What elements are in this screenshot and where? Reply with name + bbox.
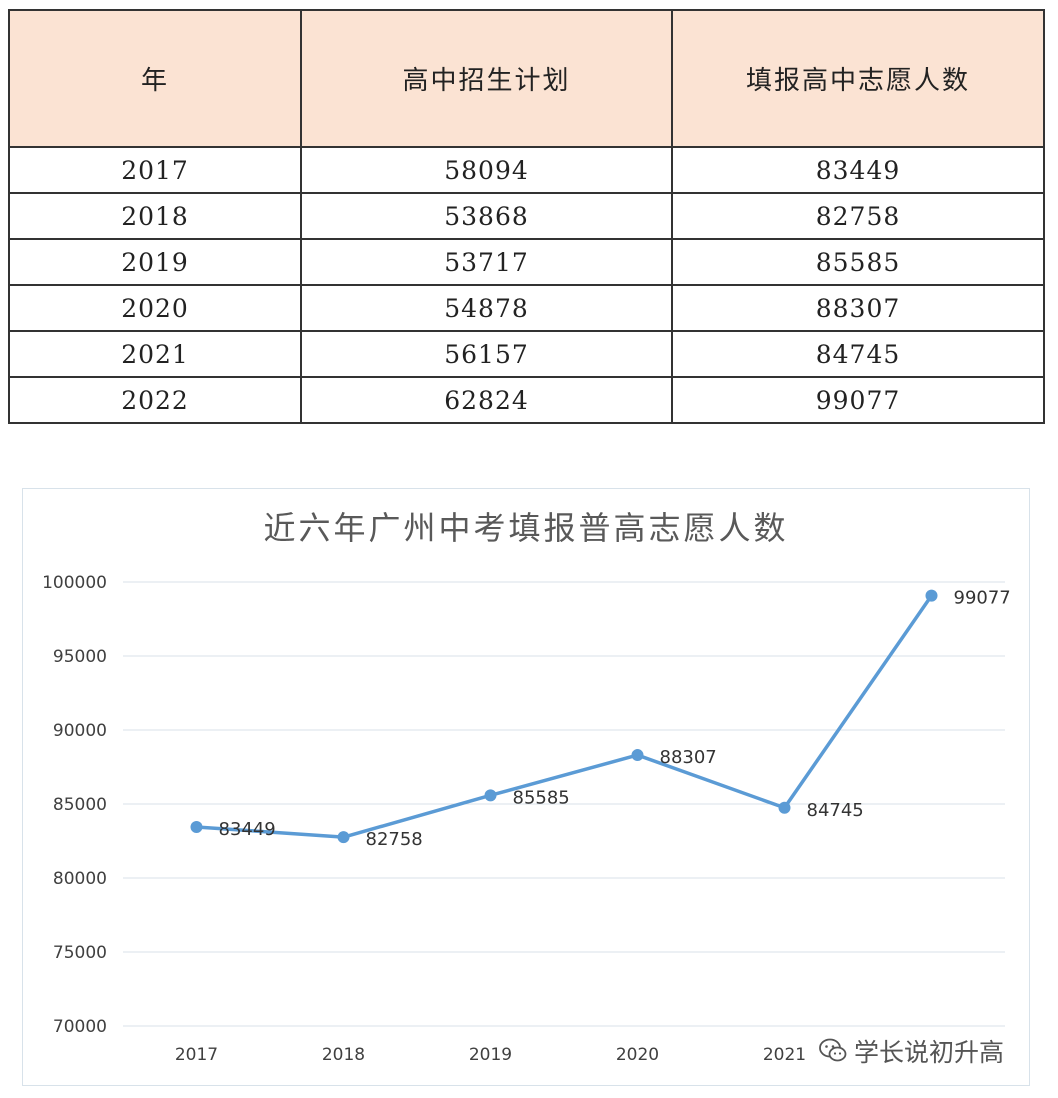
- watermark-text: 学长说初升高: [854, 1038, 1005, 1067]
- y-tick-label: 80000: [53, 869, 107, 889]
- cell-plan: 53717: [300, 238, 673, 286]
- cell-applicants: 84745: [671, 330, 1045, 378]
- table-row: 2017 58094 83449: [8, 146, 1045, 194]
- data-label: 82758: [366, 829, 423, 850]
- data-labels: 83449 82758 85585 88307 84745 99077: [219, 588, 1011, 851]
- table-row: 2018 53868 82758: [8, 192, 1045, 240]
- data-point: [484, 789, 497, 802]
- cell-applicants: 83449: [671, 146, 1045, 194]
- x-tick-label: 2020: [616, 1045, 659, 1065]
- x-tick-label: 2018: [322, 1045, 365, 1065]
- data-point: [337, 831, 350, 844]
- data-point: [631, 749, 644, 762]
- data-table: 年 高中招生计划 填报高中志愿人数 2017 58094 83449 2018 …: [8, 9, 1045, 424]
- cell-applicants: 82758: [671, 192, 1045, 240]
- series-line: [190, 589, 938, 844]
- y-tick-label: 85000: [53, 795, 107, 815]
- wechat-icon: [819, 1038, 847, 1062]
- y-tick-label: 95000: [53, 647, 107, 667]
- data-label: 88307: [660, 747, 717, 768]
- y-tick-label: 75000: [53, 943, 107, 963]
- cell-plan: 53868: [300, 192, 673, 240]
- table-header-row: 年 高中招生计划 填报高中志愿人数: [8, 9, 1045, 148]
- cell-year: 2021: [8, 330, 302, 378]
- cell-applicants: 99077: [671, 376, 1045, 424]
- watermark: 学长说初升高: [818, 1034, 1004, 1068]
- cell-year: 2019: [8, 238, 302, 286]
- header-enrollment-plan: 高中招生计划: [300, 9, 673, 148]
- data-point: [190, 820, 203, 833]
- y-axis-ticks: 70000 75000 80000 85000 90000 95000 100000: [42, 573, 107, 1037]
- y-tick-label: 70000: [53, 1017, 107, 1037]
- y-tick-label: 100000: [42, 573, 107, 593]
- header-applicants: 填报高中志愿人数: [671, 9, 1045, 148]
- data-label: 84745: [807, 800, 864, 821]
- grid-lines: [123, 581, 1005, 1027]
- header-year: 年: [8, 9, 302, 148]
- line-chart: 近六年广州中考填报普高志愿人数 70000 75000 80000 85000 9000…: [42, 509, 1011, 1065]
- cell-plan: 62824: [300, 376, 673, 424]
- cell-plan: 56157: [300, 330, 673, 378]
- series-polyline: [196, 594, 933, 839]
- cell-applicants: 88307: [671, 284, 1045, 332]
- table-row: 2020 54878 88307: [8, 284, 1045, 332]
- data-point: [778, 801, 791, 814]
- x-tick-label: 2017: [175, 1045, 218, 1065]
- data-point: [925, 589, 938, 602]
- cell-year: 2017: [8, 146, 302, 194]
- table-row: 2019 53717 85585: [8, 238, 1045, 286]
- x-tick-label: 2021: [763, 1045, 806, 1065]
- x-tick-label: 2019: [469, 1045, 512, 1065]
- data-label: 99077: [954, 588, 1011, 609]
- cell-plan: 54878: [300, 284, 673, 332]
- table-row: 2022 62824 99077: [8, 376, 1045, 424]
- cell-year: 2022: [8, 376, 302, 424]
- table-row: 2021 56157 84745: [8, 330, 1045, 378]
- cell-plan: 58094: [300, 146, 673, 194]
- cell-year: 2020: [8, 284, 302, 332]
- cell-year: 2018: [8, 192, 302, 240]
- y-tick-label: 90000: [53, 721, 107, 741]
- chart-title: 近六年广州中考填报普高志愿人数: [263, 509, 788, 547]
- data-table-container: 年 高中招生计划 填报高中志愿人数 2017 58094 83449 2018 …: [8, 9, 1045, 424]
- data-label: 83449: [219, 819, 276, 840]
- data-label: 85585: [513, 787, 570, 808]
- line-chart-panel: 近六年广州中考填报普高志愿人数 70000 75000 80000 85000 9000…: [22, 488, 1030, 1086]
- x-axis-ticks: 2017 2018 2019 2020 2021: [175, 1045, 806, 1065]
- cell-applicants: 85585: [671, 238, 1045, 286]
